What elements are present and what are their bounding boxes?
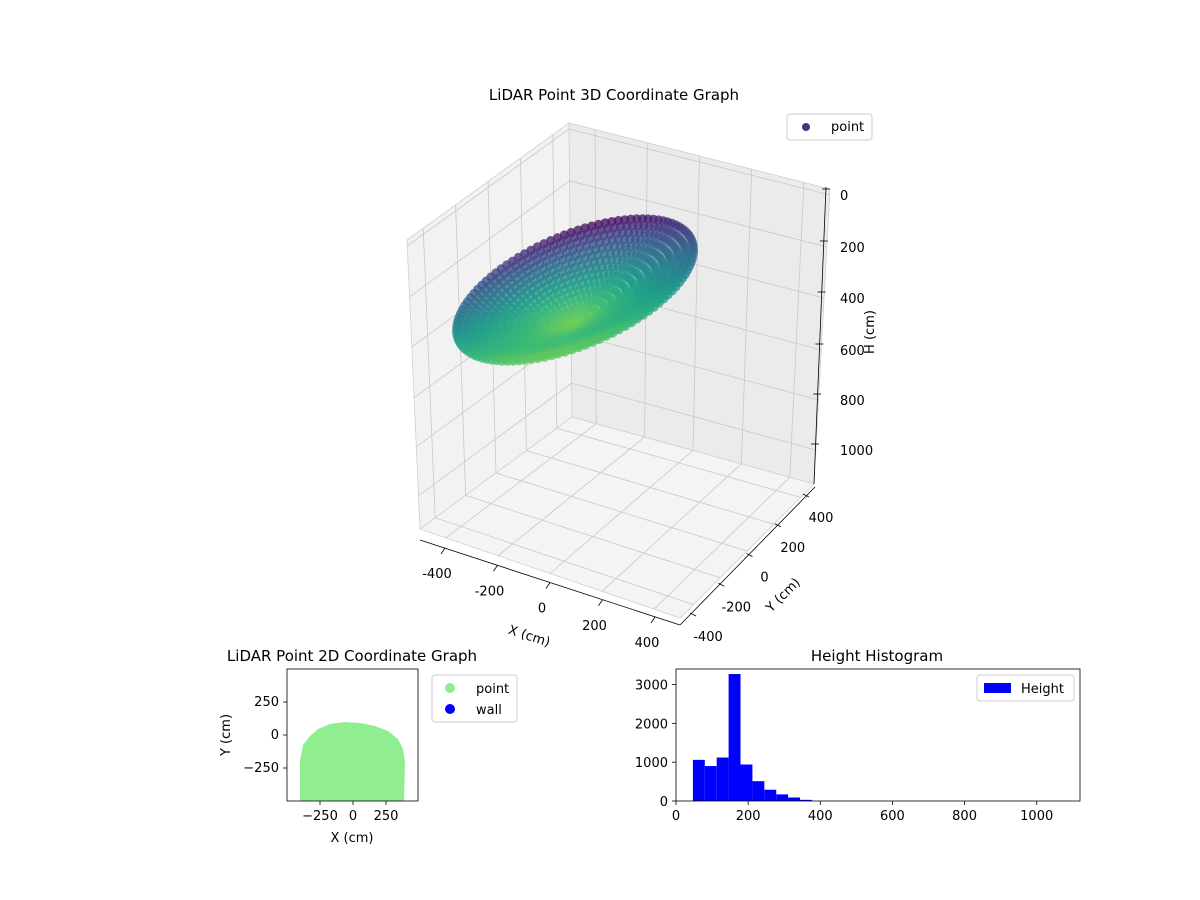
legend-3d: point	[786, 113, 873, 141]
legend-2d: point wall	[431, 674, 518, 723]
legend-2d-marker-point	[445, 683, 455, 693]
y-tick-label-histogram: 2000	[635, 717, 668, 732]
y-tick-3d	[802, 493, 810, 498]
y-axis-3d	[679, 486, 816, 626]
histogram-bar	[728, 674, 741, 801]
x-axis-label-3d: X (cm)	[506, 623, 552, 651]
y-tick-3d	[774, 523, 781, 528]
legend-2d-marker-wall	[445, 704, 455, 714]
y-ticks-3d: -400 -200 0 200 400	[689, 493, 834, 645]
x-tick-label-histogram: 800	[952, 809, 977, 824]
x-tick-label-histogram: 200	[736, 809, 761, 824]
z-ticks-3d: 0 200 400 600 800 1000	[811, 188, 873, 459]
x-tick-label-histogram: 1000	[1020, 809, 1053, 824]
histogram-bar	[776, 794, 789, 801]
legend-3d-marker	[802, 123, 810, 131]
histogram-bar	[704, 766, 717, 801]
x-tick-3d	[650, 616, 656, 624]
y-tick-label-histogram: 3000	[635, 679, 668, 694]
x-tick-label-3d: 0	[538, 602, 546, 617]
y-tick-3d	[746, 553, 753, 557]
plot-frame-histogram	[675, 668, 1081, 802]
histogram-bars	[692, 674, 812, 801]
histogram-bar	[800, 799, 812, 801]
y-tick-label-3d: -200	[721, 600, 751, 615]
z-axis-label-3d: H (cm)	[863, 310, 878, 354]
z-axis-3d	[813, 186, 827, 485]
legend-2d-label-point: point	[476, 682, 509, 697]
y-tick-label-3d: 0	[760, 571, 768, 586]
x-ticks-histogram: 0 200 400 600 800 1000	[672, 801, 1053, 824]
grid-3d	[407, 128, 830, 610]
x-ticks-2d: −250 0 250	[302, 801, 398, 824]
y-tick-label-2d: −250	[243, 761, 279, 776]
x-axis-label-2d: X (cm)	[331, 831, 374, 846]
y-tick-label-3d: 400	[809, 511, 834, 526]
y-axis-label-2d: Y (cm)	[219, 714, 234, 757]
y-tick-label-histogram: 0	[660, 795, 668, 810]
y-tick-label-2d: 250	[254, 695, 279, 710]
z-tick-label-3d: 1000	[840, 444, 873, 459]
x-tick-label-histogram: 400	[808, 809, 833, 824]
point-region-2d	[300, 722, 405, 801]
legend-histogram: Height	[976, 674, 1075, 702]
cloud-point	[574, 342, 584, 353]
y-ticks-2d: 250 0 −250	[243, 695, 287, 776]
x-tick-label-histogram: 0	[672, 809, 680, 824]
cloud-point	[567, 345, 577, 355]
y-tick-label-2d: 0	[271, 728, 279, 743]
x-tick-3d	[440, 547, 446, 555]
y-tick-label-histogram: 1000	[635, 756, 668, 771]
legend-histogram-box	[976, 674, 1075, 702]
x-tick-label-3d: 200	[582, 619, 607, 634]
z-tick-label-3d: 0	[840, 189, 848, 204]
z-tick-label-3d: 600	[840, 344, 865, 359]
chart-2d: LiDAR Point 2D Coordinate Graph −250 0 2…	[219, 647, 518, 846]
y-tick-label-3d: -400	[693, 630, 723, 645]
legend-3d-box	[786, 113, 873, 141]
y-tick-label-3d: 200	[780, 541, 805, 556]
x-tick-label-2d: −250	[302, 809, 338, 824]
x-tick-label-3d: -400	[422, 567, 452, 582]
point-cloud-3d	[452, 214, 699, 366]
legend-histogram-swatch	[984, 683, 1011, 693]
x-ticks-3d: -400 -200 0 200 400	[422, 547, 660, 651]
y-axis-label-3d: Y (cm)	[763, 575, 804, 616]
histogram-bar	[788, 797, 801, 801]
legend-2d-label-wall: wall	[476, 703, 502, 718]
legend-histogram-label: Height	[1021, 682, 1064, 697]
histogram-bar	[752, 781, 765, 801]
x-tick-3d	[493, 565, 498, 572]
y-tick-3d	[718, 582, 725, 587]
chart-histogram: Height Histogram 0 200 400 600 800 1000 0 1000…	[635, 647, 1081, 824]
x-tick-label-3d: -200	[475, 584, 505, 599]
chart-3d-title: LiDAR Point 3D Coordinate Graph	[489, 86, 739, 104]
histogram-bar	[740, 764, 753, 801]
x-tick-3d	[598, 599, 603, 606]
chart-2d-title: LiDAR Point 2D Coordinate Graph	[227, 647, 477, 665]
y-tick-3d	[689, 612, 697, 617]
histogram-bar	[716, 757, 729, 801]
z-tick-label-3d: 400	[840, 292, 865, 307]
x-tick-label-histogram: 600	[880, 809, 905, 824]
histogram-bar	[692, 759, 705, 801]
histogram-bar	[764, 789, 777, 801]
z-tick-label-3d: 200	[840, 241, 865, 256]
cloud-point	[587, 337, 598, 347]
cloud-point	[560, 347, 570, 357]
x-tick-3d	[545, 582, 551, 589]
y-ticks-histogram: 0 1000 2000 3000	[635, 679, 676, 810]
x-tick-label-3d: 400	[635, 636, 660, 651]
chart-3d: LiDAR Point 3D Coordinate Graph -400 -200…	[406, 86, 878, 651]
z-tick-label-3d: 800	[840, 394, 865, 409]
x-tick-label-2d: 250	[374, 809, 399, 824]
x-tick-label-2d: 0	[349, 809, 357, 824]
legend-3d-label: point	[831, 120, 864, 135]
histogram-title: Height Histogram	[811, 647, 943, 665]
